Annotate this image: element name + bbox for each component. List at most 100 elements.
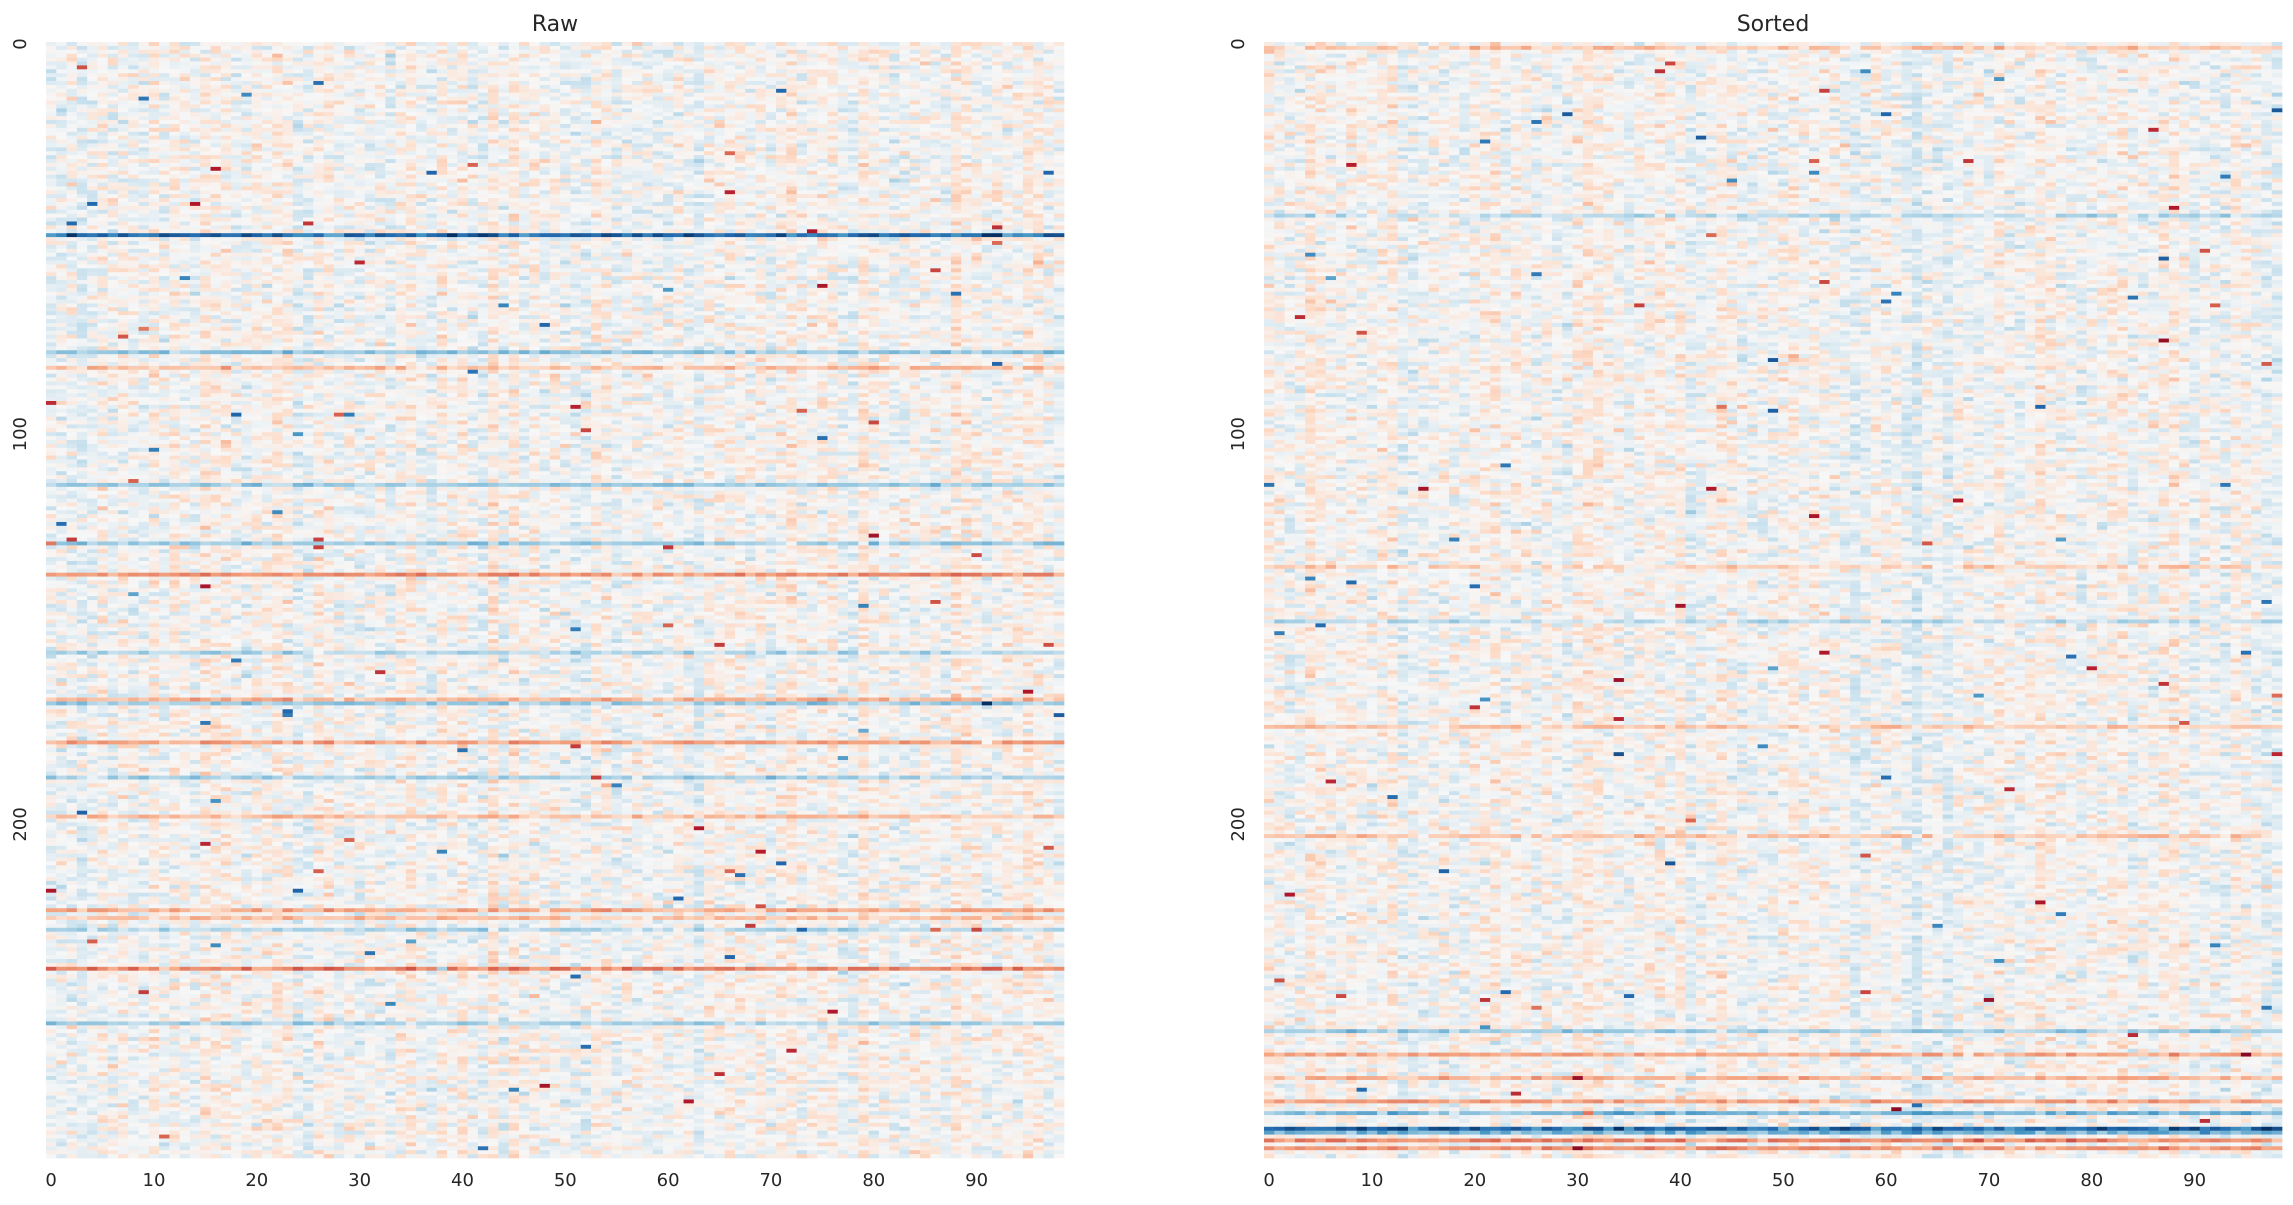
heatmap-cell (941, 132, 952, 136)
heatmap-cell (642, 58, 653, 62)
heatmap-cell (87, 128, 98, 132)
heatmap-cell (283, 77, 294, 81)
heatmap-cell (776, 136, 787, 140)
heatmap-cell (56, 81, 67, 85)
heatmap-cell (56, 136, 67, 140)
heatmap-cell (416, 77, 427, 81)
heatmap-cell (1033, 54, 1044, 58)
heatmap-cell (354, 101, 365, 105)
heatmap-cell (869, 101, 880, 105)
heatmap-cell (262, 97, 273, 101)
heatmap-cell (108, 116, 119, 120)
heatmap-cell (437, 128, 448, 132)
heatmap-cell (139, 42, 150, 46)
heatmap-cell (879, 73, 890, 77)
heatmap-cell (118, 93, 129, 97)
heatmap-cell (87, 65, 98, 69)
heatmap-cell (252, 124, 263, 128)
heatmap-cell (149, 132, 160, 136)
heatmap-cell (87, 136, 98, 140)
heatmap-cell (283, 65, 294, 69)
heatmap-cell (426, 62, 437, 66)
heatmap-cell (817, 46, 828, 50)
heatmap-cell (396, 140, 407, 144)
heatmap-cell (1054, 140, 1065, 144)
heatmap-cell (344, 42, 355, 46)
heatmap-cell (478, 132, 489, 136)
heatmap-cell (457, 136, 468, 140)
heatmap-cell (272, 101, 283, 105)
heatmap-cell (283, 132, 294, 136)
heatmap-cell (241, 108, 252, 112)
heatmap-cell (46, 101, 57, 105)
heatmap-cell (200, 108, 211, 112)
heatmap-cell (190, 81, 201, 85)
heatmap-cell (581, 50, 592, 54)
heatmap-cell (1013, 104, 1024, 108)
heatmap-cell (622, 104, 633, 108)
heatmap-cell (262, 136, 273, 140)
heatmap-cell (756, 85, 767, 89)
heatmap-cell (889, 50, 900, 54)
heatmap-cell (817, 112, 828, 116)
heatmap-cell (817, 120, 828, 124)
heatmap-cell (416, 93, 427, 97)
heatmap-cell (930, 112, 941, 116)
heatmap-cell (313, 101, 324, 105)
heatmap-cell (56, 116, 67, 120)
heatmap-cell (786, 46, 797, 50)
heatmap-cell (293, 97, 304, 101)
heatmap-cell (642, 42, 653, 46)
heatmap-cell (139, 120, 150, 124)
heatmap-cell (221, 120, 232, 124)
heatmap-cell (673, 58, 684, 62)
heatmap-cell (601, 112, 612, 116)
heatmap-cell (622, 116, 633, 120)
heatmap-cell (951, 97, 962, 101)
heatmap-cell (560, 136, 571, 140)
heatmap-cell (396, 104, 407, 108)
heatmap-cell (632, 124, 643, 128)
heatmap-cell (67, 143, 78, 147)
heatmap-cell (704, 77, 715, 81)
heatmap-cell (468, 50, 479, 54)
heatmap-cell (519, 77, 530, 81)
heatmap-cell (540, 77, 551, 81)
heatmap-cell (118, 120, 129, 124)
heatmap-cell (1023, 58, 1034, 62)
heatmap-cell (529, 77, 540, 81)
heatmap-cell (879, 62, 890, 66)
heatmap-cell (303, 101, 314, 105)
heatmap-cell (200, 101, 211, 105)
heatmap-cell (67, 58, 78, 62)
heatmap-cell (252, 58, 263, 62)
heatmap-cell (879, 85, 890, 89)
heatmap-cell (77, 77, 88, 81)
heatmap-cell (509, 89, 520, 93)
heatmap-cell (889, 54, 900, 58)
heatmap-cell (992, 73, 1003, 77)
heatmap-cell (1013, 46, 1024, 50)
heatmap-cell (169, 85, 180, 89)
heatmap-cell (334, 77, 345, 81)
heatmap-cell (241, 42, 252, 46)
heatmap-cell (694, 89, 705, 93)
heatmap-cell (159, 42, 170, 46)
heatmap-cell (1002, 120, 1013, 124)
heatmap-cell (529, 124, 540, 128)
heatmap-cell (272, 54, 283, 58)
heatmap-cell (426, 81, 437, 85)
heatmap-cell (406, 128, 417, 132)
heatmap-cell (581, 65, 592, 69)
heatmap-cell (221, 132, 232, 136)
heatmap-cell (97, 132, 108, 136)
heatmap-cell (632, 89, 643, 93)
heatmap-cell (992, 85, 1003, 89)
heatmap-cell (612, 136, 623, 140)
heatmap-cell (992, 112, 1003, 116)
heatmap-cell (200, 65, 211, 69)
heatmap-cell (817, 89, 828, 93)
heatmap-cell (807, 101, 818, 105)
heatmap-cell (46, 104, 57, 108)
heatmap-cell (77, 50, 88, 54)
